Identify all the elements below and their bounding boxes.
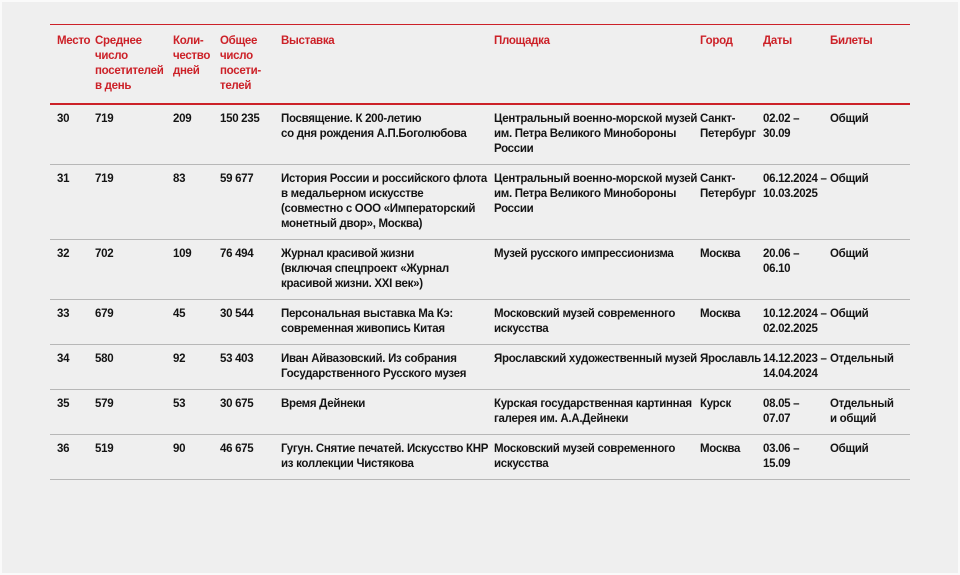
cell-place: 36 bbox=[57, 443, 70, 455]
cell-city: Москва bbox=[700, 308, 741, 320]
table-body: 30 719 209 150 235 Посвящение. К 200-лет… bbox=[50, 104, 910, 480]
cell-venue: Московский музей современного искусства bbox=[494, 443, 676, 470]
cell-venue: Ярославский художественный музей bbox=[494, 353, 697, 365]
cell-dates: 03.06 – 15.09 bbox=[763, 443, 800, 470]
cell-exhibition: Посвящение. К 200-летию со дня рождения … bbox=[281, 113, 467, 140]
cell-avg-visitors: 580 bbox=[95, 353, 114, 365]
cell-avg-visitors: 519 bbox=[95, 443, 114, 455]
cell-venue: Московский музей современного искусства bbox=[494, 308, 676, 335]
cell-tickets: Общий bbox=[830, 173, 869, 185]
table-row: 30 719 209 150 235 Посвящение. К 200-лет… bbox=[50, 104, 910, 165]
cell-tickets: Отдельный bbox=[830, 353, 894, 365]
cell-place: 31 bbox=[57, 173, 70, 185]
cell-tickets: Общий bbox=[830, 248, 869, 260]
cell-dates: 14.12.2023 – 14.04.2024 bbox=[763, 353, 827, 380]
cell-city: Москва bbox=[700, 443, 741, 455]
cell-city: Москва bbox=[700, 248, 741, 260]
cell-dates: 10.12.2024 – 02.02.2025 bbox=[763, 308, 827, 335]
column-header-venue: Площадка bbox=[494, 35, 550, 47]
cell-avg-visitors: 679 bbox=[95, 308, 114, 320]
cell-days: 90 bbox=[173, 443, 186, 455]
cell-place: 33 bbox=[57, 308, 70, 320]
cell-days: 209 bbox=[173, 113, 192, 125]
cell-place: 30 bbox=[57, 113, 70, 125]
cell-place: 32 bbox=[57, 248, 70, 260]
cell-tickets: Отдельный и общий bbox=[830, 398, 894, 425]
cell-exhibition: Гугун. Снятие печатей. Искусство КНР из … bbox=[281, 443, 489, 470]
cell-total-visitors: 30 675 bbox=[220, 398, 254, 410]
cell-avg-visitors: 579 bbox=[95, 398, 114, 410]
cell-tickets: Общий bbox=[830, 443, 869, 455]
cell-city: Санкт- Петербург bbox=[700, 173, 756, 200]
cell-venue: Музей русского импрессионизма bbox=[494, 248, 674, 260]
cell-avg-visitors: 719 bbox=[95, 113, 114, 125]
cell-total-visitors: 30 544 bbox=[220, 308, 254, 320]
cell-place: 35 bbox=[57, 398, 70, 410]
cell-place: 34 bbox=[57, 353, 70, 365]
cell-avg-visitors: 702 bbox=[95, 248, 114, 260]
column-header-total-visitors: Общее число посети- телей bbox=[220, 35, 261, 92]
cell-tickets: Общий bbox=[830, 308, 869, 320]
cell-avg-visitors: 719 bbox=[95, 173, 114, 185]
cell-total-visitors: 76 494 bbox=[220, 248, 254, 260]
table-row: 34 580 92 53 403 Иван Айвазовский. Из со… bbox=[50, 345, 910, 390]
cell-exhibition: Журнал красивой жизни (включая спецпроек… bbox=[281, 248, 449, 290]
table-row: 33 679 45 30 544 Персональная выставка М… bbox=[50, 300, 910, 345]
table-row: 31 719 83 59 677 История России и россий… bbox=[50, 165, 910, 240]
table-header: Место Среднее число посетителей в день К… bbox=[50, 25, 910, 104]
cell-total-visitors: 59 677 bbox=[220, 173, 254, 185]
cell-venue: Курская государственная картинная галере… bbox=[494, 398, 692, 425]
cell-days: 45 bbox=[173, 308, 186, 320]
cell-total-visitors: 46 675 bbox=[220, 443, 254, 455]
column-header-tickets: Билеты bbox=[830, 35, 873, 47]
column-header-dates: Даты bbox=[763, 35, 792, 47]
cell-days: 83 bbox=[173, 173, 186, 185]
cell-venue: Центральный военно-морской музей им. Пет… bbox=[494, 173, 698, 215]
cell-total-visitors: 53 403 bbox=[220, 353, 254, 365]
cell-total-visitors: 150 235 bbox=[220, 113, 260, 125]
cell-days: 53 bbox=[173, 398, 186, 410]
column-header-exhibition: Выставка bbox=[281, 35, 335, 47]
table-row: 35 579 53 30 675 Время Дейнеки Курская г… bbox=[50, 390, 910, 435]
header-row: Место Среднее число посетителей в день К… bbox=[50, 25, 910, 104]
data-table: Место Среднее число посетителей в день К… bbox=[50, 24, 910, 480]
cell-exhibition: История России и российского флота в мед… bbox=[281, 173, 488, 230]
exhibitions-ranking-table: Место Среднее число посетителей в день К… bbox=[50, 24, 912, 480]
column-header-city: Город bbox=[700, 35, 733, 47]
column-header-place: Место bbox=[57, 35, 91, 47]
table-row: 36 519 90 46 675 Гугун. Снятие печатей. … bbox=[50, 435, 910, 480]
column-header-avg-visitors: Среднее число посетителей в день bbox=[95, 35, 164, 92]
cell-days: 109 bbox=[173, 248, 192, 260]
cell-exhibition: Персональная выставка Ма Кэ: современная… bbox=[281, 308, 453, 335]
cell-dates: 20.06 – 06.10 bbox=[763, 248, 800, 275]
table-row: 32 702 109 76 494 Журнал красивой жизни … bbox=[50, 240, 910, 300]
cell-dates: 02.02 – 30.09 bbox=[763, 113, 800, 140]
cell-dates: 06.12.2024 – 10.03.2025 bbox=[763, 173, 827, 200]
cell-days: 92 bbox=[173, 353, 186, 365]
cell-city: Ярославль bbox=[700, 353, 761, 365]
cell-city: Санкт- Петербург bbox=[700, 113, 756, 140]
cell-exhibition: Время Дейнеки bbox=[281, 398, 366, 410]
cell-dates: 08.05 – 07.07 bbox=[763, 398, 800, 425]
cell-city: Курск bbox=[700, 398, 731, 410]
cell-venue: Центральный военно-морской музей им. Пет… bbox=[494, 113, 698, 155]
cell-exhibition: Иван Айвазовский. Из собрания Государств… bbox=[281, 353, 467, 380]
cell-tickets: Общий bbox=[830, 113, 869, 125]
column-header-days: Коли- чество дней bbox=[173, 35, 211, 77]
